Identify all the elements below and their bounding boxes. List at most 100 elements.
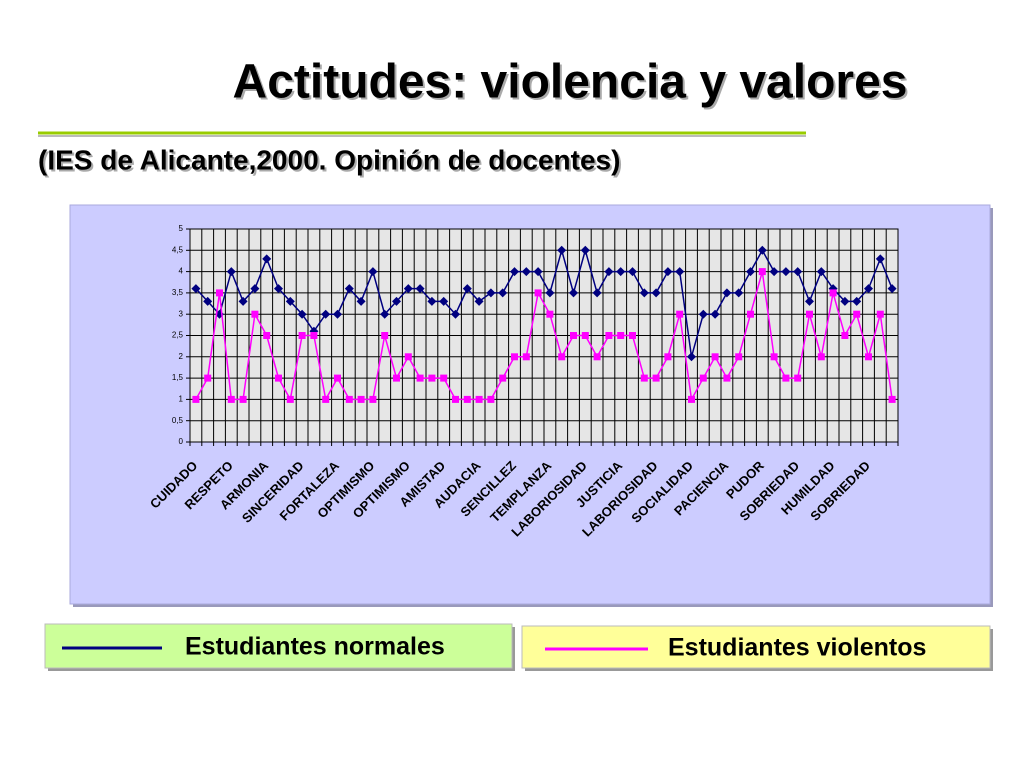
marker: [369, 395, 377, 403]
marker: [841, 332, 849, 339]
marker: [522, 353, 530, 361]
marker: [747, 310, 754, 318]
legend-box: [521, 625, 991, 669]
marker: [746, 267, 755, 277]
marker: [876, 310, 884, 318]
marker: [297, 309, 307, 319]
marker: [639, 288, 649, 298]
marker: [428, 374, 436, 382]
marker: [605, 332, 613, 339]
marker: [593, 353, 601, 361]
marker: [545, 288, 555, 298]
marker: [475, 395, 483, 403]
marker: [793, 267, 803, 277]
marker: [250, 284, 260, 294]
marker: [239, 395, 247, 403]
y-tick-label: 2: [179, 352, 184, 361]
marker: [285, 296, 295, 306]
marker: [262, 254, 272, 264]
marker: [558, 353, 566, 361]
marker: [203, 296, 213, 306]
marker: [286, 395, 294, 403]
marker: [806, 310, 813, 318]
marker: [865, 353, 872, 361]
marker: [629, 332, 636, 339]
marker: [688, 395, 695, 403]
marker: [216, 289, 223, 297]
marker: [274, 284, 283, 294]
marker: [511, 353, 518, 361]
marker: [344, 284, 354, 294]
marker: [462, 284, 472, 294]
marker: [416, 374, 424, 382]
marker: [794, 374, 802, 382]
marker: [734, 288, 744, 298]
marker: [816, 267, 826, 277]
marker: [757, 245, 767, 255]
marker: [486, 288, 496, 298]
marker: [487, 395, 495, 403]
marker: [333, 309, 342, 319]
marker: [380, 309, 390, 319]
marker: [887, 284, 897, 294]
marker: [770, 353, 778, 361]
marker: [546, 310, 554, 318]
legend-label: Estudiantes normales: [185, 633, 445, 661]
marker: [581, 332, 589, 339]
marker: [191, 284, 201, 294]
marker: [875, 254, 885, 264]
marker: [298, 332, 306, 339]
marker: [521, 267, 531, 277]
marker: [592, 288, 602, 298]
marker: [698, 309, 708, 319]
y-tick-label: 5: [179, 224, 184, 233]
marker: [840, 296, 850, 306]
marker: [204, 374, 212, 382]
marker: [817, 353, 825, 361]
marker: [368, 267, 378, 277]
marker: [628, 267, 637, 277]
marker: [356, 296, 366, 306]
marker: [474, 296, 484, 306]
marker: [310, 332, 318, 339]
marker: [440, 374, 448, 382]
marker: [452, 395, 459, 403]
marker: [710, 309, 720, 319]
marker: [852, 296, 862, 306]
marker: [735, 353, 743, 361]
marker: [805, 296, 814, 306]
marker: [687, 352, 696, 362]
legend-label: Estudiantes violentos: [668, 634, 926, 662]
marker: [275, 374, 282, 382]
marker: [510, 267, 519, 277]
y-tick-label: 3: [179, 309, 184, 318]
marker: [580, 245, 590, 255]
marker: [699, 374, 707, 382]
marker: [782, 374, 790, 382]
marker: [640, 374, 648, 382]
y-tick-label: 1,5: [172, 373, 184, 382]
marker: [498, 288, 508, 298]
marker: [853, 310, 861, 318]
marker: [722, 288, 732, 298]
marker: [675, 267, 685, 277]
marker: [676, 310, 684, 318]
y-tick-label: 3,5: [172, 288, 184, 297]
marker: [570, 332, 577, 339]
marker: [321, 309, 331, 319]
marker: [227, 395, 235, 403]
subtitle: (IES de Alicante,2000. Opinión de docent…: [38, 144, 620, 175]
y-tick-label: 0,5: [172, 416, 184, 425]
marker: [192, 395, 200, 403]
y-tick-label: 4,5: [172, 245, 184, 254]
marker: [829, 289, 837, 297]
marker: [226, 267, 236, 277]
y-tick-label: 2,5: [172, 331, 184, 340]
legend-box: [44, 623, 513, 669]
marker: [888, 395, 896, 403]
marker: [711, 353, 719, 361]
marker: [263, 332, 271, 339]
marker: [403, 284, 413, 294]
marker: [427, 296, 437, 306]
